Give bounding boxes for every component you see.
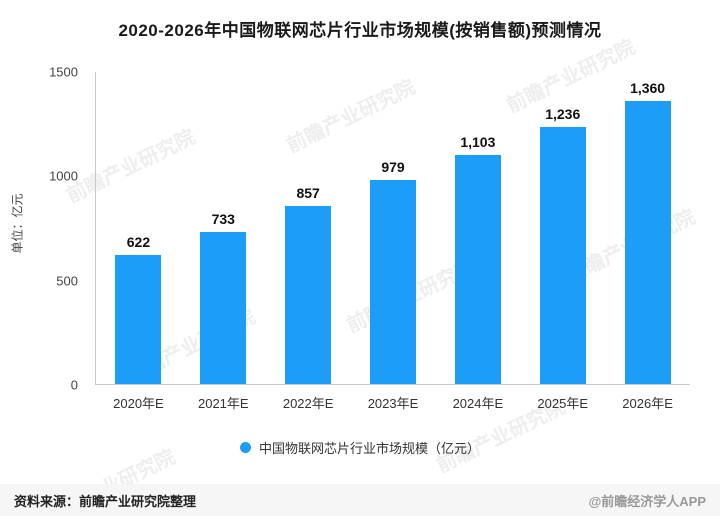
bar-column: 1,103 2024年E xyxy=(435,72,520,411)
value-label: 733 xyxy=(211,210,235,227)
legend-marker-icon xyxy=(239,442,251,453)
y-axis-title: 单位：亿元 xyxy=(10,193,25,254)
bar-column: 1,360 2026年E xyxy=(605,72,690,411)
y-tick-label: 1000 xyxy=(49,168,78,184)
x-axis-label: 2026年E xyxy=(622,396,673,411)
y-tick-label: 0 xyxy=(70,377,78,393)
plot-area: 622 2020年E 733 2021年E 857 2022年E 979 2023年E 1,10… xyxy=(95,72,690,411)
bar xyxy=(454,154,501,384)
x-axis-label: 2022年E xyxy=(282,396,334,411)
footer-source: 资料来源：前瞻产业研究院整理 xyxy=(14,493,197,509)
y-tick-label: 1500 xyxy=(49,64,78,80)
bar-column: 979 2023年E xyxy=(351,72,436,411)
bar-column: 733 2021年E xyxy=(181,72,266,411)
bar-column: 1,236 2025年E xyxy=(520,72,605,411)
bar xyxy=(539,126,586,384)
bar xyxy=(285,205,332,384)
y-tick-label: 500 xyxy=(56,273,78,289)
legend: 中国物联网芯片行业市场规模（亿元） xyxy=(0,438,720,457)
value-label: 1,103 xyxy=(460,133,496,150)
bar xyxy=(624,101,671,384)
footer-credit: @前瞻经济学人APP xyxy=(588,493,706,509)
bar xyxy=(370,180,416,384)
bar-column: 857 2022年E xyxy=(266,72,351,411)
footer: 资料来源：前瞻产业研究院整理 @前瞻经济学人APP xyxy=(0,484,720,516)
page-title: 2020-2026年中国物联网芯片行业市场规模(按销售额)预测情况 xyxy=(118,21,602,40)
x-axis-label: 2020年E xyxy=(113,396,164,411)
value-label: 622 xyxy=(126,233,151,250)
value-label: 1,236 xyxy=(545,105,581,122)
x-axis-label: 2023年E xyxy=(367,396,419,411)
x-axis-label: 2024年E xyxy=(452,396,504,411)
value-label: 979 xyxy=(381,159,405,176)
value-label: 857 xyxy=(296,184,320,201)
x-axis-label: 2025年E xyxy=(537,396,589,411)
bar xyxy=(200,231,247,384)
y-axis: 0 500 1000 1500 xyxy=(40,65,88,393)
value-label: 1,360 xyxy=(630,80,666,97)
bar xyxy=(115,254,162,384)
x-axis-label: 2021年E xyxy=(197,396,249,411)
legend-label: 中国物联网芯片行业市场规模（亿元） xyxy=(258,441,480,456)
bar-column: 622 2020年E xyxy=(96,72,181,411)
